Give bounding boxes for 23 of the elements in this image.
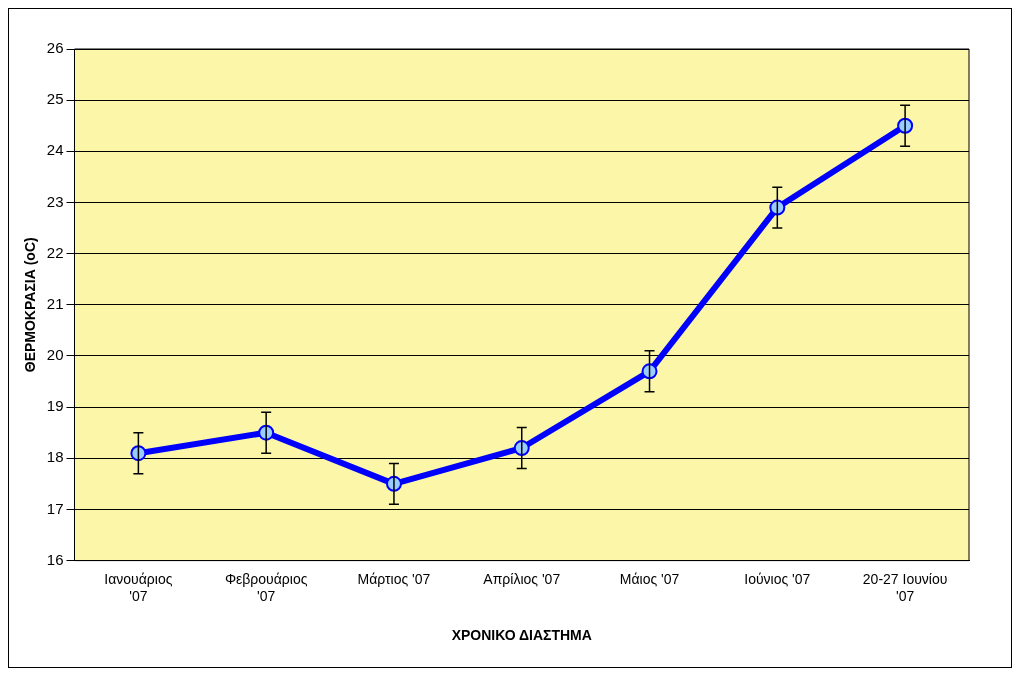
y-tick-label: 17 [46,499,64,517]
y-tick-label: 21 [46,294,64,312]
y-tick-label: 24 [46,141,64,159]
y-tick-label: 25 [46,90,64,108]
point [130,445,147,462]
x-tick-label: Μάρτιος '07 [357,570,431,587]
y-tick-label: 20 [46,346,64,364]
y-tick-label: 26 [46,39,64,57]
x-tick-label: Ιανουάριος '07 [104,570,173,604]
x-tick-label: Φεβρουάριος '07 [224,570,308,604]
point [769,199,786,216]
x-tick-label: Απρίλιος '07 [483,570,561,587]
x-tick-label: Ιούνιος '07 [744,570,811,587]
y-axis-title: ΘΕΡΜΟΚΡΑΣΙΑ (oC) [22,237,39,373]
y-tick-label: 19 [46,397,64,415]
y-tick-label: 18 [46,448,64,466]
x-axis-title: ΧΡΟΝΙΚΟ ΔΙΑΣΤΗΜΑ [451,627,592,644]
y-tick-label: 23 [46,192,64,210]
point [513,440,530,457]
x-tick-label: Μάιος '07 [619,570,680,587]
y-tick-label: 22 [46,243,64,261]
y-tick-label: 16 [46,550,64,568]
x-tick-label: 20-27 Ιουνίου '07 [862,570,948,604]
